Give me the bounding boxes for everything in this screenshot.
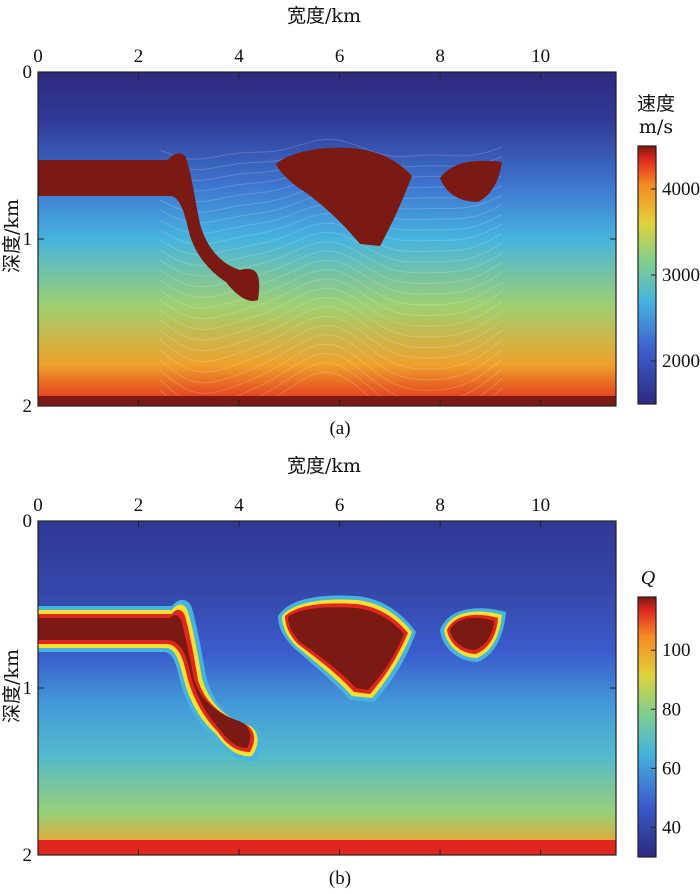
bottom-layer	[38, 840, 616, 855]
salt-bodies	[38, 147, 502, 301]
q-panel: 宽度/km 深度/km 0 2 4 6 8	[1, 455, 691, 889]
colorbar-frame	[637, 596, 657, 858]
colorbar-tick-label: 2000	[662, 351, 700, 372]
x-axis-title: 宽度/km	[287, 5, 361, 27]
sediment-layer-line	[159, 371, 503, 426]
y-ticks: 0 1 2	[23, 62, 616, 417]
colorbar-ticks: 40 60 80 100	[651, 640, 691, 838]
sediment-layer-line	[159, 306, 503, 352]
sediment-layer-line	[159, 222, 503, 256]
sediment-layer-line	[159, 334, 503, 384]
colorbar-tick-label: 4000	[662, 179, 700, 200]
q-colorbar	[638, 597, 656, 857]
bottom-layer	[38, 396, 616, 406]
x-tick-label: 10	[531, 46, 550, 67]
colorbar-unit: m/s	[639, 116, 673, 138]
colorbar-tick-label: 3000	[662, 265, 700, 286]
velocity-panel: 宽度/km 深度/km 0 2 4 6 8 10 0 1 2 速度 m/s 2000 3000 4…	[1, 5, 700, 439]
y-tick-label: 1	[23, 229, 33, 250]
x-tick-label: 4	[234, 46, 244, 67]
salt-sill	[38, 153, 260, 301]
colorbar-title: 速度	[637, 93, 675, 115]
x-tick-label: 2	[134, 495, 144, 516]
y-tick-label: 0	[23, 511, 33, 532]
sediment-layer-line	[159, 250, 503, 288]
colorbar-tick-label: 60	[662, 758, 681, 779]
salt-lens	[440, 608, 506, 662]
sediment-layer-line	[159, 287, 503, 330]
x-ticks: 0 2 4 6 8 10	[33, 495, 550, 855]
y-tick-label: 0	[23, 62, 33, 83]
colorbar-ticks: 2000 3000 4000	[651, 179, 700, 372]
salt-dome	[278, 595, 416, 702]
panel-label-b: (b)	[329, 868, 351, 889]
y-ticks: 0 1 2	[23, 511, 616, 866]
salt-sill	[38, 599, 263, 761]
colorbar-tick-label: 100	[662, 640, 691, 661]
colorbar-tick-label: 80	[662, 699, 681, 720]
salt-bodies	[38, 595, 506, 761]
colorbar-title: Q	[641, 567, 656, 589]
y-axis-title: 深度/km	[1, 199, 23, 273]
x-tick-label: 0	[33, 46, 43, 67]
x-tick-label: 8	[435, 46, 445, 67]
x-tick-label: 10	[531, 495, 550, 516]
sediment-layer-line	[159, 269, 503, 309]
sediment-layer-line	[159, 324, 503, 373]
y-tick-label: 1	[23, 678, 33, 699]
sediment-layer-line	[159, 315, 503, 362]
y-axis-title: 深度/km	[1, 649, 23, 723]
salt-lens	[440, 160, 502, 202]
x-tick-label: 0	[33, 495, 43, 516]
x-ticks: 0 2 4 6 8 10	[33, 46, 550, 406]
x-tick-label: 2	[134, 46, 144, 67]
sediment-layer-line	[159, 296, 503, 341]
panel-label-a: (a)	[329, 418, 350, 439]
x-axis-title: 宽度/km	[287, 455, 361, 477]
sediment-layer-line	[159, 362, 503, 416]
y-tick-label: 2	[23, 396, 33, 417]
sediment-layer-line	[159, 343, 503, 394]
velocity-heatmap	[38, 72, 616, 406]
q-heatmap	[38, 521, 616, 855]
y-tick-label: 2	[23, 845, 33, 866]
x-tick-label: 6	[335, 46, 345, 67]
velocity-colorbar	[638, 146, 656, 404]
colorbar-tick-label: 40	[662, 817, 681, 838]
sediment-layer-line	[159, 278, 503, 320]
x-tick-label: 8	[435, 495, 445, 516]
x-tick-label: 4	[234, 495, 244, 516]
salt-dome	[276, 147, 412, 246]
x-tick-label: 6	[335, 495, 345, 516]
sediment-layer-line	[159, 213, 503, 245]
sediment-layer-line	[159, 259, 503, 298]
sediment-layer-line	[159, 138, 503, 160]
